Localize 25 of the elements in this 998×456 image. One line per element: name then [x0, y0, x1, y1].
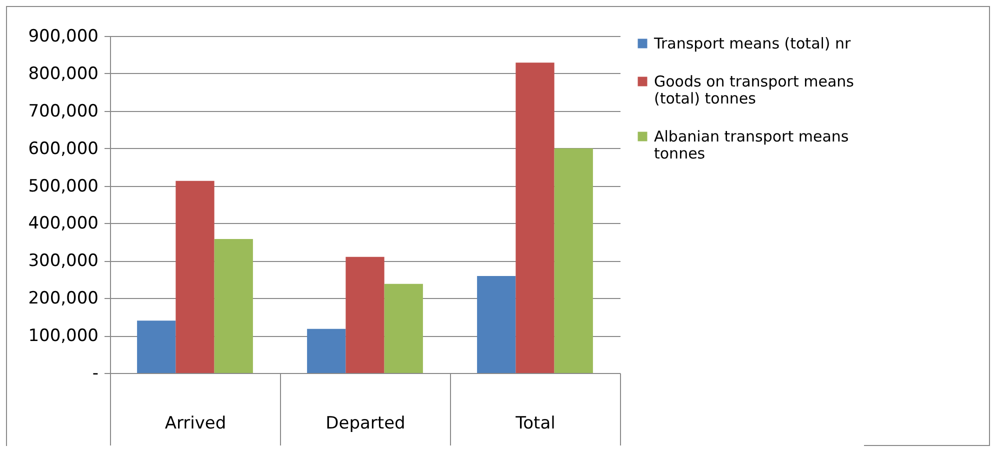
y-tick-label: 700,000: [28, 101, 98, 122]
bar: [477, 276, 516, 373]
x-tick-label: Total: [514, 414, 556, 434]
bar: [176, 180, 214, 373]
bar: [384, 284, 423, 373]
legend-label: Albanian transport means tonnes: [654, 128, 849, 162]
bar: [554, 148, 593, 373]
legend-label: Goods on transport means (total) tonnes: [654, 72, 854, 108]
bar: [346, 256, 384, 373]
bar: [307, 328, 346, 373]
x-tick-label: Departed: [326, 414, 406, 434]
y-tick-label: 500,000: [28, 176, 98, 196]
y-tick-label: 400,000: [28, 214, 98, 234]
x-tick-label: Arrived: [164, 414, 226, 434]
y-tick-label: 100,000: [28, 326, 98, 346]
y-tick-label: 200,000: [28, 288, 98, 309]
legend-label: Transport means (total) nr: [653, 34, 852, 52]
bar: [214, 238, 253, 373]
y-tick-label: 800,000: [28, 64, 98, 84]
y-tick-label: -: [92, 364, 98, 384]
y-tick-label: 900,000: [28, 26, 98, 46]
y-tick-label: 300,000: [28, 251, 98, 272]
bar: [516, 62, 554, 373]
bar: [137, 320, 176, 373]
y-tick-label: 600,000: [28, 138, 98, 159]
